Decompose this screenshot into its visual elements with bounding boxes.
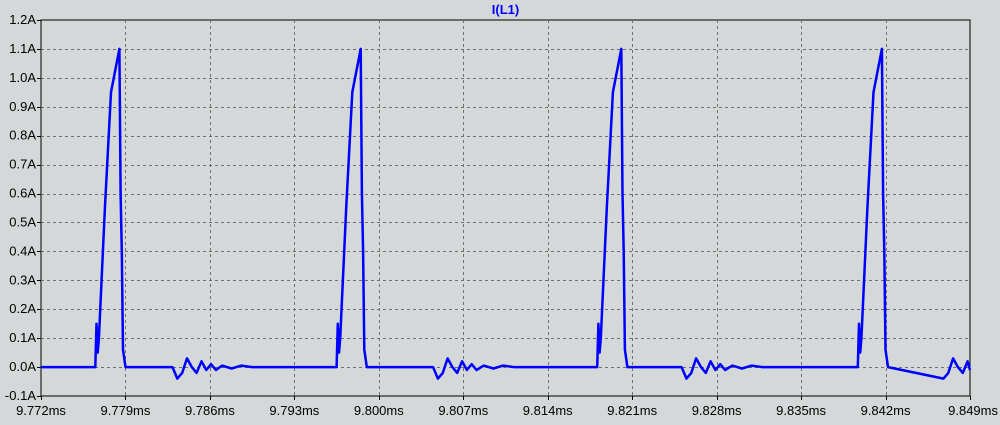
x-tick-label: 9.807ms (438, 403, 488, 418)
y-tick-label: 0.2A (9, 301, 36, 316)
y-tick-label: 0.8A (9, 128, 36, 143)
y-tick-label: -0.1A (5, 388, 36, 403)
x-tick-label: 9.842ms (861, 403, 911, 418)
x-tick-label: 9.849ms (948, 403, 998, 418)
x-tick-label: 9.828ms (692, 403, 742, 418)
grid-lines (37, 20, 971, 400)
x-tick-label: 9.814ms (523, 403, 573, 418)
x-tick-label: 9.786ms (185, 403, 235, 418)
x-tick-label: 9.835ms (776, 403, 826, 418)
chart-title[interactable]: I(L1) (492, 2, 519, 17)
y-tick-label: 1.2A (9, 12, 36, 27)
plot-area[interactable] (40, 19, 971, 397)
y-tick-label: 0.9A (9, 99, 36, 114)
x-tick-label: 9.821ms (607, 403, 657, 418)
y-tick-label: 1.0A (9, 70, 36, 85)
y-tick-label: 0.1A (9, 330, 36, 345)
y-tick-label: 0.7A (9, 157, 36, 172)
y-tick-label: 0.0A (9, 359, 36, 374)
series-line-il1[interactable] (41, 47, 972, 380)
y-tick-label: 0.4A (9, 243, 36, 258)
y-tick-label: 0.3A (9, 272, 36, 287)
y-tick-label: 0.5A (9, 214, 36, 229)
x-tick-label: 9.772ms (16, 403, 66, 418)
y-axis-tick-labels: -0.1A 0.0A 0.1A 0.2A 0.3A 0.4A 0.5A 0.6A 0.7A 0.8… (5, 12, 36, 403)
y-tick-label: 1.1A (9, 41, 36, 56)
x-tick-label: 9.800ms (354, 403, 404, 418)
x-tick-label: 9.793ms (269, 403, 319, 418)
x-axis-tick-labels: 9.772ms 9.779ms 9.786ms 9.793ms 9.800ms 9.807… (16, 403, 998, 418)
y-tick-label: 0.6A (9, 186, 36, 201)
x-tick-label: 9.779ms (101, 403, 151, 418)
trace-layer (41, 47, 972, 380)
